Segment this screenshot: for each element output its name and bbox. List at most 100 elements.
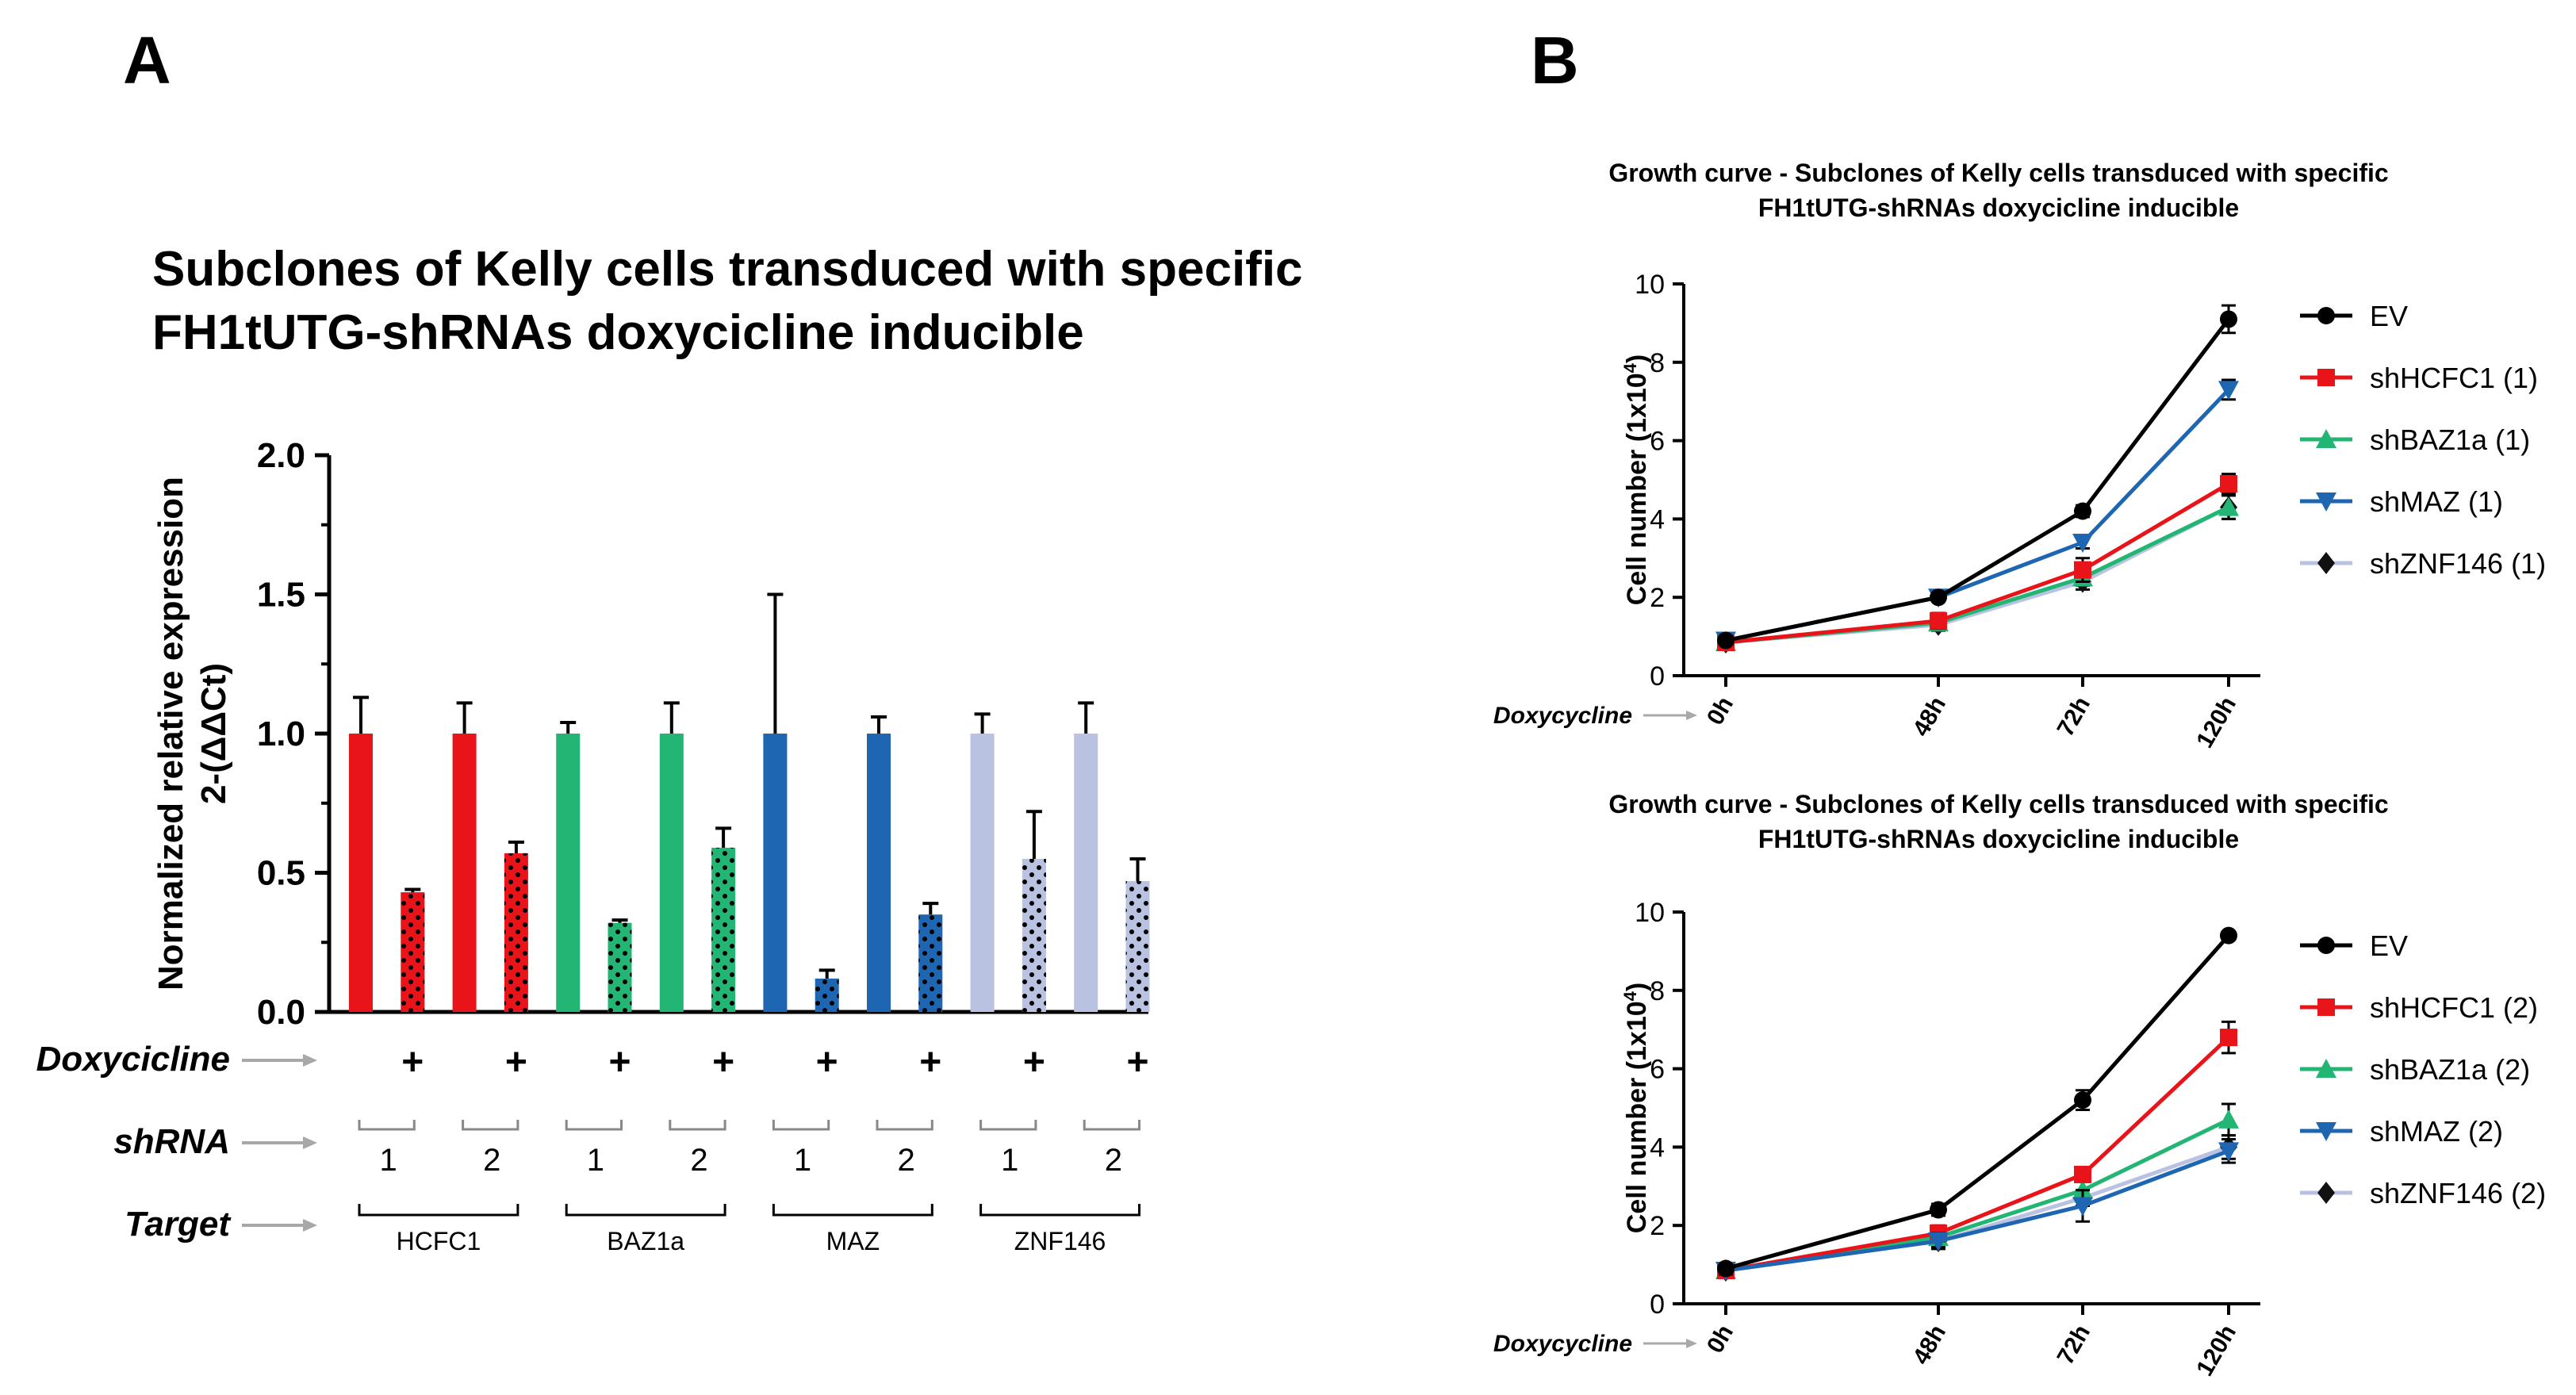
bar-chart-title-line2: FH1tUTG-shRNAs doxycicline inducible	[152, 305, 1084, 360]
data-point	[1930, 1201, 1947, 1219]
legend-label: shBAZ1a (2)	[2370, 1053, 2530, 1086]
x-tick-label: 120h	[2191, 1320, 2241, 1381]
legend-label: shZNF146 (2)	[2370, 1177, 2546, 1209]
shrna-bracket	[462, 1120, 519, 1131]
y-axis-label: Cell number (1x104)	[1620, 983, 1652, 1233]
y-tick-label: 0	[1650, 661, 1665, 692]
growth-chart-1-title-line1: Growth curve - Subclones of Kelly cells …	[1608, 159, 2389, 187]
y-tick-label: 0.5	[257, 854, 305, 893]
shrna-number: 2	[898, 1143, 915, 1178]
doxycicline-plus: +	[919, 1041, 941, 1083]
shrna-bracket	[772, 1120, 830, 1131]
x-tick-label: 72h	[2053, 1320, 2095, 1369]
shrna-bracket	[358, 1120, 416, 1131]
legend-marker	[2317, 1182, 2335, 1204]
legend-label: shBAZ1a (1)	[2370, 423, 2530, 456]
bar-dot-pattern	[1022, 858, 1046, 1012]
doxycycline-arrow-head	[1686, 711, 1697, 720]
target-bracket	[979, 1204, 1140, 1217]
doxycicline-plus: +	[1126, 1041, 1148, 1083]
data-point	[2074, 561, 2091, 579]
shrna-number: 1	[380, 1143, 397, 1178]
doxycicline-row-label: Doxycicline	[36, 1040, 230, 1079]
growth-chart-1-title-line2: FH1tUTG-shRNAs doxycicline inducible	[1758, 194, 2240, 222]
growth-chart-2-title-line2: FH1tUTG-shRNAs doxycicline inducible	[1758, 825, 2240, 853]
target-bracket	[772, 1204, 933, 1217]
data-point	[2074, 502, 2091, 520]
y-tick-label: 1.0	[257, 715, 305, 753]
doxycycline-row-label: Doxycycline	[1493, 703, 1632, 729]
legend-marker	[2317, 937, 2335, 954]
data-point	[2218, 1142, 2239, 1162]
y-axis-label-text: Cell number (1x10	[1622, 1001, 1652, 1233]
legend-marker	[2316, 1059, 2336, 1078]
y-tick-label: 0	[1650, 1290, 1665, 1320]
data-point	[2218, 1109, 2239, 1129]
bar	[867, 734, 891, 1012]
bar-dot-pattern	[918, 914, 943, 1012]
y-tick-label: 8	[1650, 976, 1665, 1006]
bar-dot-pattern	[401, 892, 425, 1012]
legend-label: shMAZ (1)	[2370, 485, 2503, 518]
series-line	[1725, 481, 2230, 645]
data-point	[2074, 1165, 2091, 1183]
data-point	[1930, 611, 1947, 630]
target-bracket	[565, 1204, 726, 1217]
target-name: HCFC1	[397, 1227, 481, 1255]
doxycicline-plus: +	[1023, 1041, 1045, 1083]
x-tick-label: 0h	[1702, 1320, 1738, 1358]
panel-label-b: B	[1531, 23, 1579, 98]
data-point	[2074, 1091, 2091, 1109]
shrna-bracket	[979, 1120, 1037, 1131]
doxycicline-plus: +	[401, 1041, 424, 1083]
doxycicline-plus: +	[712, 1041, 734, 1083]
data-point	[1717, 631, 1735, 650]
legend-marker	[2317, 307, 2335, 324]
legend-marker	[2317, 998, 2335, 1016]
legend-label: EV	[2370, 929, 2408, 962]
doxycicline-arrow-head	[303, 1054, 317, 1067]
legend-label: shZNF146 (1)	[2370, 547, 2546, 580]
y-tick-label: 10	[1635, 270, 1665, 300]
data-point	[2220, 474, 2237, 492]
target-name: ZNF146	[1014, 1227, 1106, 1255]
doxycicline-plus: +	[816, 1041, 838, 1083]
y-tick-label: 2	[1650, 1211, 1665, 1241]
y-axis-label-close: )	[1622, 354, 1652, 363]
data-point	[2220, 926, 2237, 945]
data-point	[2072, 534, 2093, 554]
legend-marker	[2316, 492, 2336, 512]
bar	[1074, 734, 1098, 1012]
data-point	[1930, 588, 1947, 607]
shrna-number: 1	[794, 1143, 811, 1178]
legend-marker	[2316, 1122, 2336, 1141]
bar	[970, 734, 995, 1012]
shrna-row-label: shRNA	[113, 1122, 230, 1161]
data-point	[1717, 1259, 1735, 1278]
shrna-bracket	[1083, 1120, 1140, 1131]
shrna-number: 2	[1105, 1143, 1122, 1178]
bar-dot-pattern	[504, 853, 528, 1012]
target-name: BAZ1a	[607, 1227, 684, 1255]
y-axis-label-text: Cell number (1x10	[1622, 373, 1652, 605]
bar	[349, 734, 373, 1012]
target-bracket	[358, 1204, 519, 1217]
y-tick-label: 6	[1650, 1055, 1665, 1085]
y-tick-label: 10	[1635, 898, 1665, 928]
doxycicline-plus: +	[608, 1041, 631, 1083]
shrna-number: 2	[690, 1143, 707, 1178]
y-tick-label: 4	[1650, 504, 1665, 535]
data-point	[2220, 1029, 2237, 1047]
bar-dot-pattern	[1125, 881, 1150, 1012]
bar-dot-pattern	[608, 922, 632, 1012]
shrna-bracket	[669, 1120, 726, 1131]
x-tick-label: 48h	[1908, 1320, 1951, 1369]
doxycycline-row-label: Doxycycline	[1493, 1331, 1632, 1357]
panel-label-a: A	[123, 23, 171, 98]
data-point	[2218, 381, 2239, 400]
legend-marker	[2317, 369, 2335, 386]
series-line	[1725, 933, 2230, 1270]
y-tick-label: 4	[1650, 1132, 1665, 1163]
